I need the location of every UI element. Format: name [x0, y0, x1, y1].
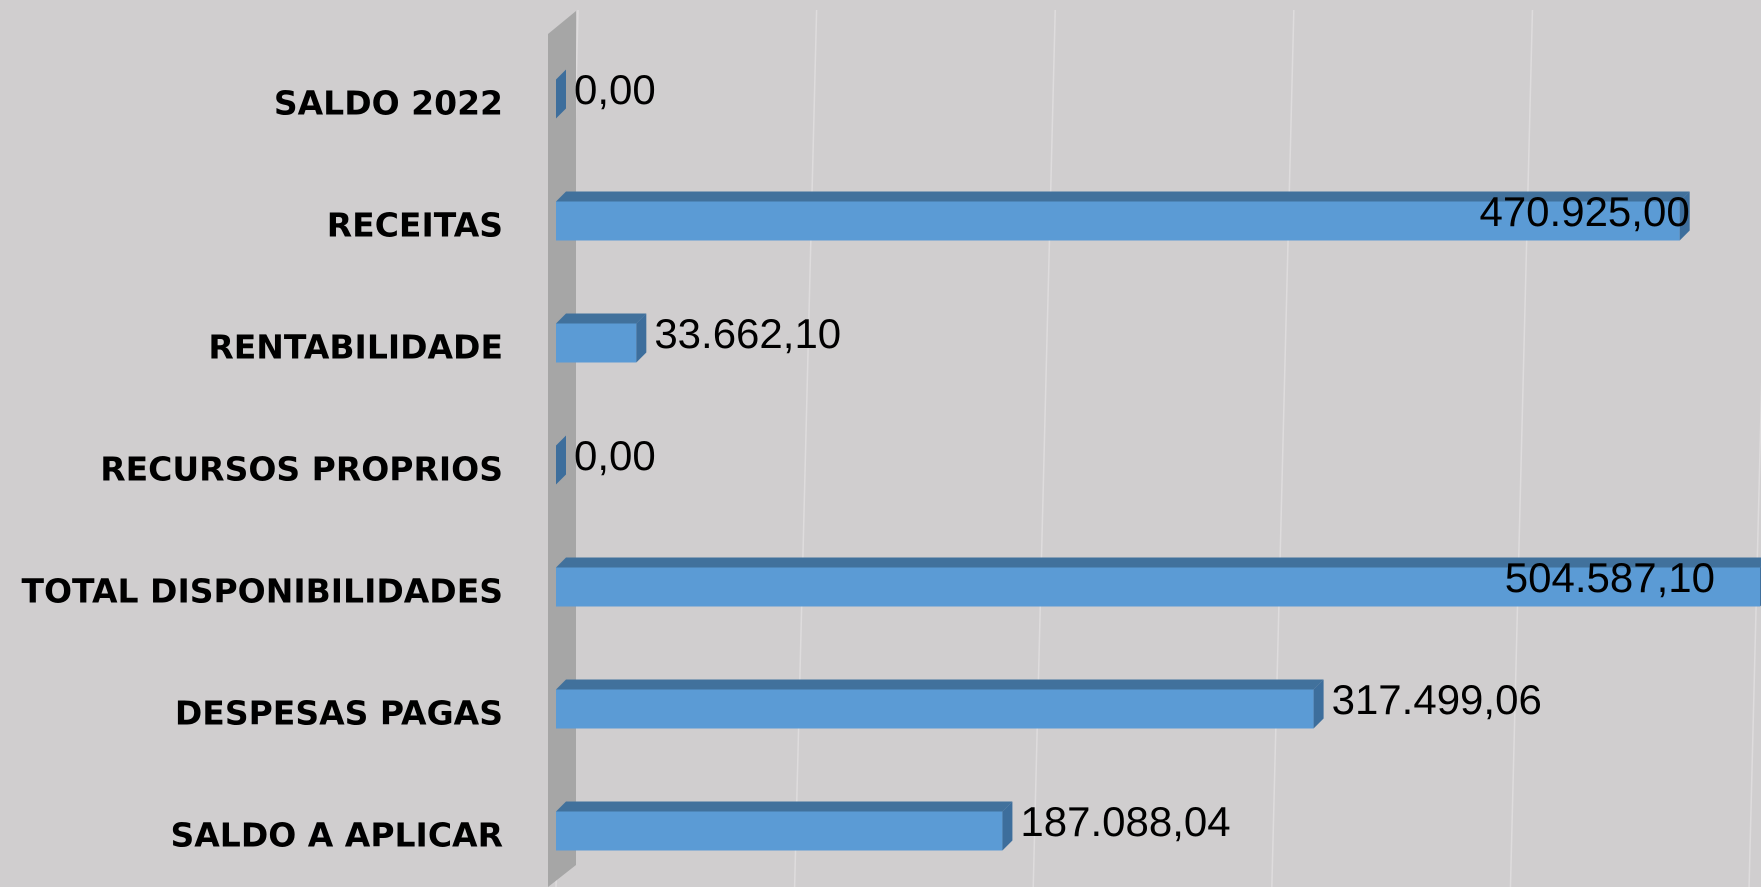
bar	[556, 811, 1003, 851]
bar-top	[556, 313, 647, 324]
bar-side	[556, 69, 566, 119]
bar-top	[556, 679, 1324, 690]
bars: SALDO 2022 0,00 RECEITAS 470.925,00 RENTABIL…	[21, 66, 1761, 855]
bar-group: 317.499,06	[556, 676, 1542, 729]
bar	[556, 323, 637, 363]
bar-group: 33.662,10	[556, 310, 841, 363]
grid-line	[1509, 9, 1534, 887]
bar-side	[1002, 801, 1013, 851]
bar	[556, 201, 1680, 241]
value-label: 504.587,10	[1505, 554, 1715, 601]
bar-group: 0,00	[556, 432, 656, 485]
category-label: RENTABILIDADE	[208, 328, 503, 367]
category-label: DESPESAS PAGAS	[175, 694, 503, 733]
grid-line	[1032, 9, 1056, 887]
category-label: TOTAL DISPONIBILIDADES	[21, 572, 503, 611]
bar-group: 0,00	[556, 66, 656, 119]
bar-side	[1313, 679, 1324, 729]
value-label: 0,00	[574, 432, 656, 479]
grid-line	[793, 9, 818, 887]
grid-line	[1271, 9, 1295, 887]
value-label: 0,00	[574, 66, 656, 113]
bar-side	[1679, 191, 1690, 241]
value-label: 33.662,10	[654, 310, 841, 357]
bar	[556, 567, 1761, 607]
bar-group: 470.925,00	[556, 188, 1690, 241]
bar-top	[556, 801, 1013, 812]
bar-side	[556, 435, 566, 485]
category-label: SALDO 2022	[274, 84, 503, 123]
value-label: 187.088,04	[1020, 798, 1230, 845]
grid-line	[1748, 381, 1761, 887]
bar-group: 187.088,04	[556, 798, 1231, 851]
value-label: 470.925,00	[1479, 188, 1689, 235]
bar-side	[636, 313, 647, 363]
bar-top	[556, 191, 1690, 202]
category-label: RECEITAS	[327, 206, 503, 245]
value-label: 317.499,06	[1332, 676, 1542, 723]
bar-group: 504.587,10	[556, 554, 1761, 607]
category-label: RECURSOS PROPRIOS	[100, 450, 503, 489]
category-label: SALDO A APLICAR	[171, 816, 504, 855]
bar-top	[556, 557, 1761, 568]
bar	[556, 689, 1314, 729]
